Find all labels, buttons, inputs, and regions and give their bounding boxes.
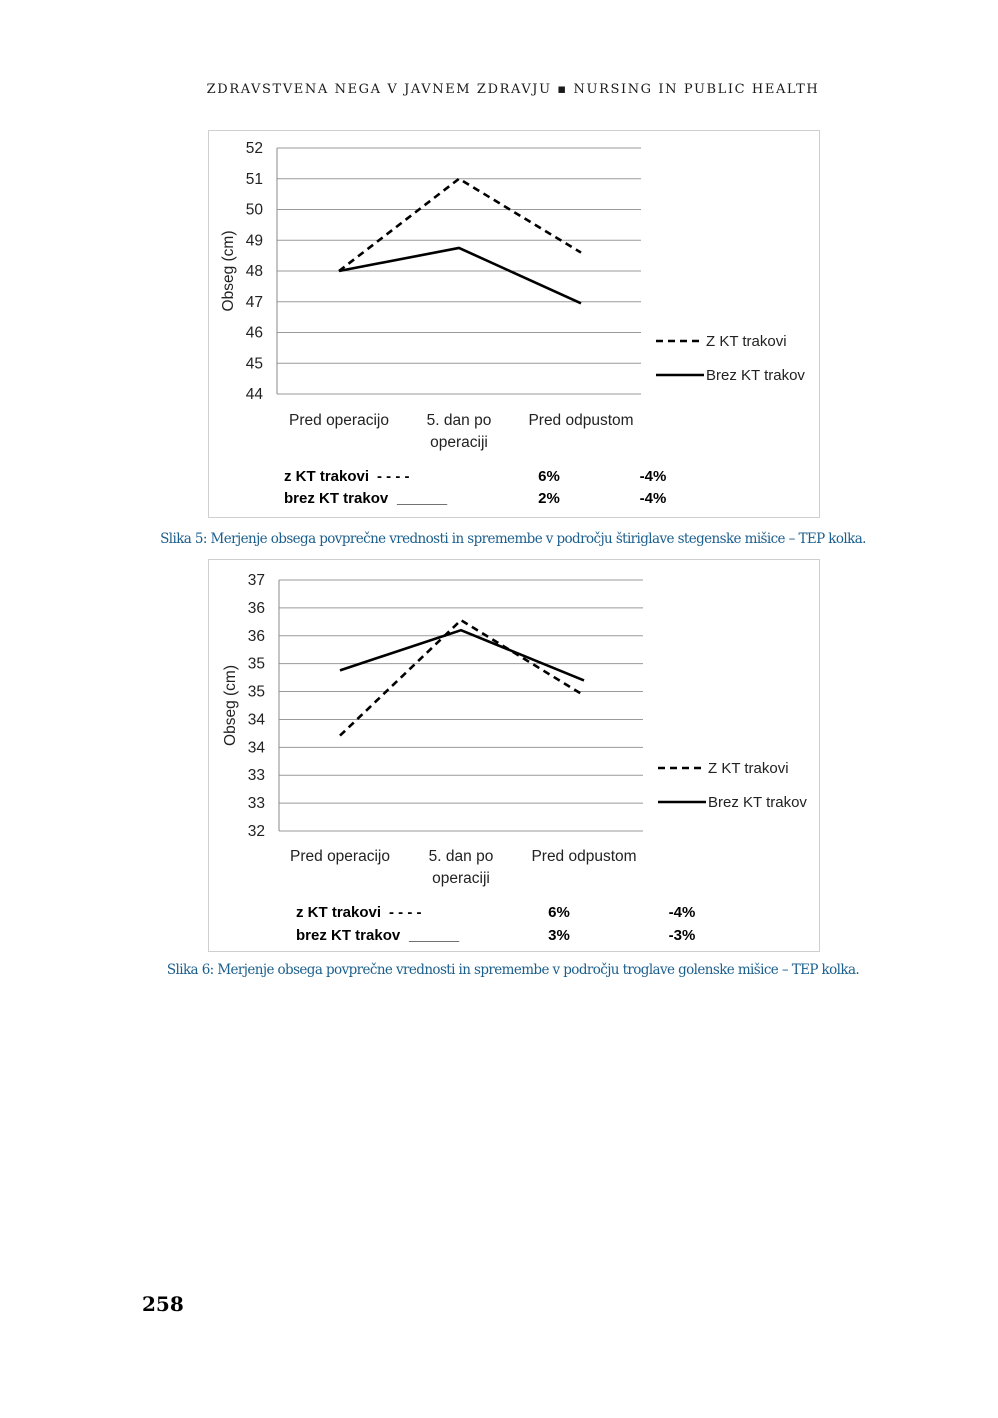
y-axis-title: Obseg (cm) — [222, 665, 239, 746]
y-tick-label: 32 — [248, 823, 265, 840]
x-tick-label: 5. dan po — [427, 412, 492, 429]
legend-label: Brez KT trakov — [708, 794, 807, 811]
table-value-change-2: -4% — [640, 490, 667, 507]
y-tick-label: 33 — [248, 767, 265, 784]
y-tick-label: 49 — [246, 232, 263, 249]
table-value-change-2: -3% — [669, 927, 696, 944]
series-line-z-kt — [339, 618, 585, 737]
x-tick-label: Pred operacijo — [290, 848, 390, 865]
table-value-change-1: 3% — [548, 927, 570, 944]
y-tick-label: 35 — [248, 656, 265, 673]
figure-5-chart: 52 51 50 49 48 47 46 45 44 Obseg (cm) Pred operaci… — [208, 130, 820, 518]
x-tick-label: operaciji — [430, 434, 488, 451]
y-tick-label: 48 — [246, 263, 263, 280]
figure-5-caption: Slika 5: Merjenje obsega povprečne vredn… — [160, 531, 866, 547]
table-row-marker: ______ — [396, 490, 448, 507]
table-row-label: z KT trakovi — [284, 468, 369, 485]
y-tick-label: 46 — [246, 325, 263, 342]
series-line-z-kt — [338, 177, 582, 273]
table-row-marker: ______ — [408, 927, 460, 944]
table-row-label: brez KT trakov — [284, 490, 389, 507]
table-value-change-1: 6% — [538, 468, 560, 485]
y-tick-label: 33 — [248, 795, 265, 812]
page-number: 258 — [142, 1292, 184, 1316]
x-tick-label: operaciji — [432, 870, 490, 887]
x-tick-label: 5. dan po — [429, 848, 494, 865]
legend-label: Z KT trakovi — [706, 333, 787, 350]
legend-label: Z KT trakovi — [708, 760, 789, 777]
line-chart-svg: 37 36 36 35 35 34 34 33 33 32 Obseg (cm) Pred opera… — [222, 572, 807, 944]
y-tick-label: 52 — [246, 140, 263, 157]
y-axis-title: Obseg (cm) — [220, 231, 237, 312]
legend-label: Brez KT trakov — [706, 367, 805, 384]
y-tick-label: 35 — [248, 684, 265, 701]
figure-6-caption: Slika 6: Merjenje obsega povprečne vredn… — [166, 962, 860, 978]
y-tick-label: 51 — [246, 171, 263, 188]
y-tick-label: 50 — [246, 202, 264, 219]
y-tick-label: 47 — [246, 294, 263, 311]
table-value-change-1: 6% — [548, 904, 570, 921]
running-title: ZDRAVSTVENA NEGA V JAVNEM ZDRAVJU ▪ NURS… — [206, 82, 820, 97]
table-value-change-2: -4% — [640, 468, 667, 485]
series-line-brez-kt — [338, 246, 582, 305]
table-row-label: z KT trakovi — [296, 904, 381, 921]
y-tick-label: 34 — [248, 711, 266, 728]
x-tick-label: Pred odpustom — [531, 848, 636, 865]
x-tick-label: Pred operacijo — [289, 412, 389, 429]
table-row-label: brez KT trakov — [296, 927, 401, 944]
table-value-change-2: -4% — [669, 904, 696, 921]
y-tick-label: 44 — [246, 386, 264, 403]
y-tick-label: 37 — [248, 572, 265, 589]
line-chart-svg: 52 51 50 49 48 47 46 45 44 Obseg (cm) Pred operaci… — [220, 140, 805, 507]
x-tick-label: Pred odpustom — [528, 412, 633, 429]
y-tick-label: 36 — [248, 628, 265, 645]
y-tick-label: 34 — [248, 739, 266, 756]
table-value-change-1: 2% — [538, 490, 560, 507]
table-row-marker: - - - - — [389, 904, 421, 921]
y-tick-label: 45 — [246, 355, 263, 372]
figure-6-chart: 37 36 36 35 35 34 34 33 33 32 Obseg (cm) Pred opera… — [208, 559, 820, 952]
y-tick-label: 36 — [248, 600, 265, 617]
table-row-marker: - - - - — [377, 468, 409, 485]
